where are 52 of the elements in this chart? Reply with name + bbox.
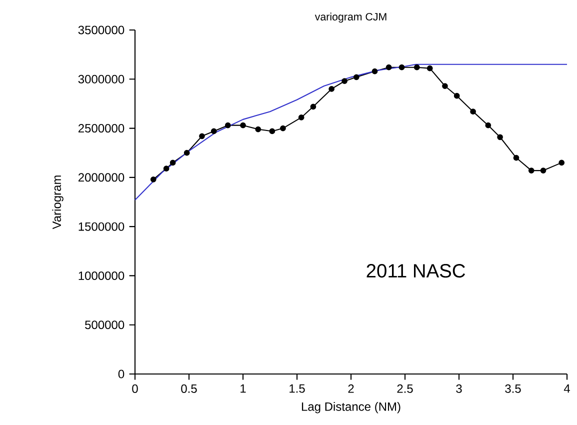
y-tick-label: 2500000 <box>78 124 124 133</box>
point <box>342 78 348 84</box>
point <box>540 168 546 174</box>
point <box>224 122 231 128</box>
x-tick-label: 2 <box>348 384 354 393</box>
x-tick-label: 3 <box>456 384 462 393</box>
x-tick-label: 2.5 <box>397 384 413 393</box>
point <box>298 114 304 120</box>
point <box>240 122 246 128</box>
point <box>513 154 520 161</box>
point <box>426 65 433 72</box>
point <box>353 74 360 80</box>
y-tick-label: 3500000 <box>78 26 124 34</box>
x-tick-label: 0 <box>132 384 138 393</box>
point <box>372 68 378 74</box>
annotation: 2011 NASC <box>366 264 466 278</box>
point <box>184 150 190 156</box>
y-tick-label: 1000000 <box>78 271 124 280</box>
point <box>328 86 334 92</box>
line-series <box>134 64 568 201</box>
y-tick-label: 500000 <box>85 320 124 330</box>
point <box>255 126 262 132</box>
y-tick-label: 2000000 <box>78 173 124 182</box>
point <box>528 168 534 174</box>
x-tick-label: 4 <box>564 384 570 393</box>
point <box>398 64 405 70</box>
point <box>414 64 420 70</box>
x-axis-title: Lag Distance (NM) <box>302 402 400 414</box>
x-tick-label: 1.5 <box>290 384 305 393</box>
point <box>170 160 176 166</box>
y-tick-label: 1500000 <box>78 222 124 231</box>
point <box>485 122 492 128</box>
x-tick-label: 1 <box>240 384 246 393</box>
point <box>558 160 565 166</box>
point <box>199 133 205 140</box>
chart-title: variogram CJM <box>314 12 386 23</box>
point <box>269 128 276 134</box>
point <box>280 125 286 132</box>
point <box>386 64 392 70</box>
point <box>310 104 316 110</box>
point <box>470 108 476 115</box>
point <box>454 92 460 99</box>
point <box>497 134 503 140</box>
y-axis-title: Variogram <box>52 176 64 230</box>
point <box>150 176 156 182</box>
x-tick-label: 3.5 <box>505 384 521 393</box>
x-tick-label: 0.5 <box>181 384 197 393</box>
point <box>210 128 217 134</box>
point <box>442 83 448 89</box>
y-tick-label: 0 <box>118 370 124 378</box>
point <box>163 166 170 172</box>
y-tick-label: 3000000 <box>78 74 124 84</box>
